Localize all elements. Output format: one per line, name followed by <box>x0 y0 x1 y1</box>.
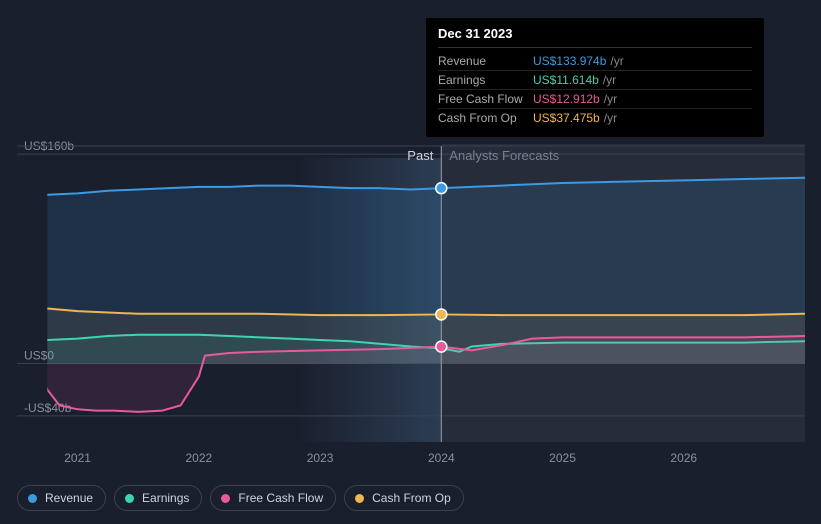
forecast-section-label: Analysts Forecasts <box>449 148 559 163</box>
tooltip-metric-label: Earnings <box>438 73 533 87</box>
tooltip-metric-unit: /yr <box>604 92 617 106</box>
tooltip-metric-label: Revenue <box>438 54 533 68</box>
svg-text:2025: 2025 <box>549 451 576 465</box>
tooltip-date: Dec 31 2023 <box>438 26 752 48</box>
tooltip-metric-label: Cash From Op <box>438 111 533 125</box>
svg-text:2022: 2022 <box>185 451 212 465</box>
legend-label: Revenue <box>45 491 93 505</box>
tooltip-row: Free Cash FlowUS$12.912b/yr <box>438 90 752 109</box>
tooltip-row: EarningsUS$11.614b/yr <box>438 71 752 90</box>
tooltip-metric-value: US$37.475b <box>533 111 600 125</box>
legend-label: Cash From Op <box>372 491 451 505</box>
tooltip-metric-unit: /yr <box>610 54 623 68</box>
legend-dot-icon <box>221 494 230 503</box>
legend-dot-icon <box>355 494 364 503</box>
past-section-label: Past <box>407 148 433 163</box>
chart-tooltip: Dec 31 2023 RevenueUS$133.974b/yrEarning… <box>426 18 764 137</box>
svg-text:2023: 2023 <box>307 451 334 465</box>
legend-item[interactable]: Free Cash Flow <box>210 485 336 511</box>
tooltip-metric-value: US$11.614b <box>533 73 599 87</box>
tooltip-row: RevenueUS$133.974b/yr <box>438 52 752 71</box>
legend-dot-icon <box>28 494 37 503</box>
svg-text:2026: 2026 <box>670 451 697 465</box>
tooltip-metric-value: US$133.974b <box>533 54 606 68</box>
legend-item[interactable]: Earnings <box>114 485 202 511</box>
tooltip-metric-value: US$12.912b <box>533 92 600 106</box>
svg-text:2024: 2024 <box>428 451 455 465</box>
legend-item[interactable]: Revenue <box>17 485 106 511</box>
legend-dot-icon <box>125 494 134 503</box>
tooltip-row: Cash From OpUS$37.475b/yr <box>438 109 752 127</box>
tooltip-metric-unit: /yr <box>604 111 617 125</box>
tooltip-metric-unit: /yr <box>603 73 616 87</box>
legend-label: Earnings <box>142 491 189 505</box>
chart-legend: Revenue Earnings Free Cash Flow Cash From O… <box>17 485 464 511</box>
tooltip-metric-label: Free Cash Flow <box>438 92 533 106</box>
legend-label: Free Cash Flow <box>238 491 323 505</box>
legend-item[interactable]: Cash From Op <box>344 485 464 511</box>
svg-text:2021: 2021 <box>64 451 91 465</box>
